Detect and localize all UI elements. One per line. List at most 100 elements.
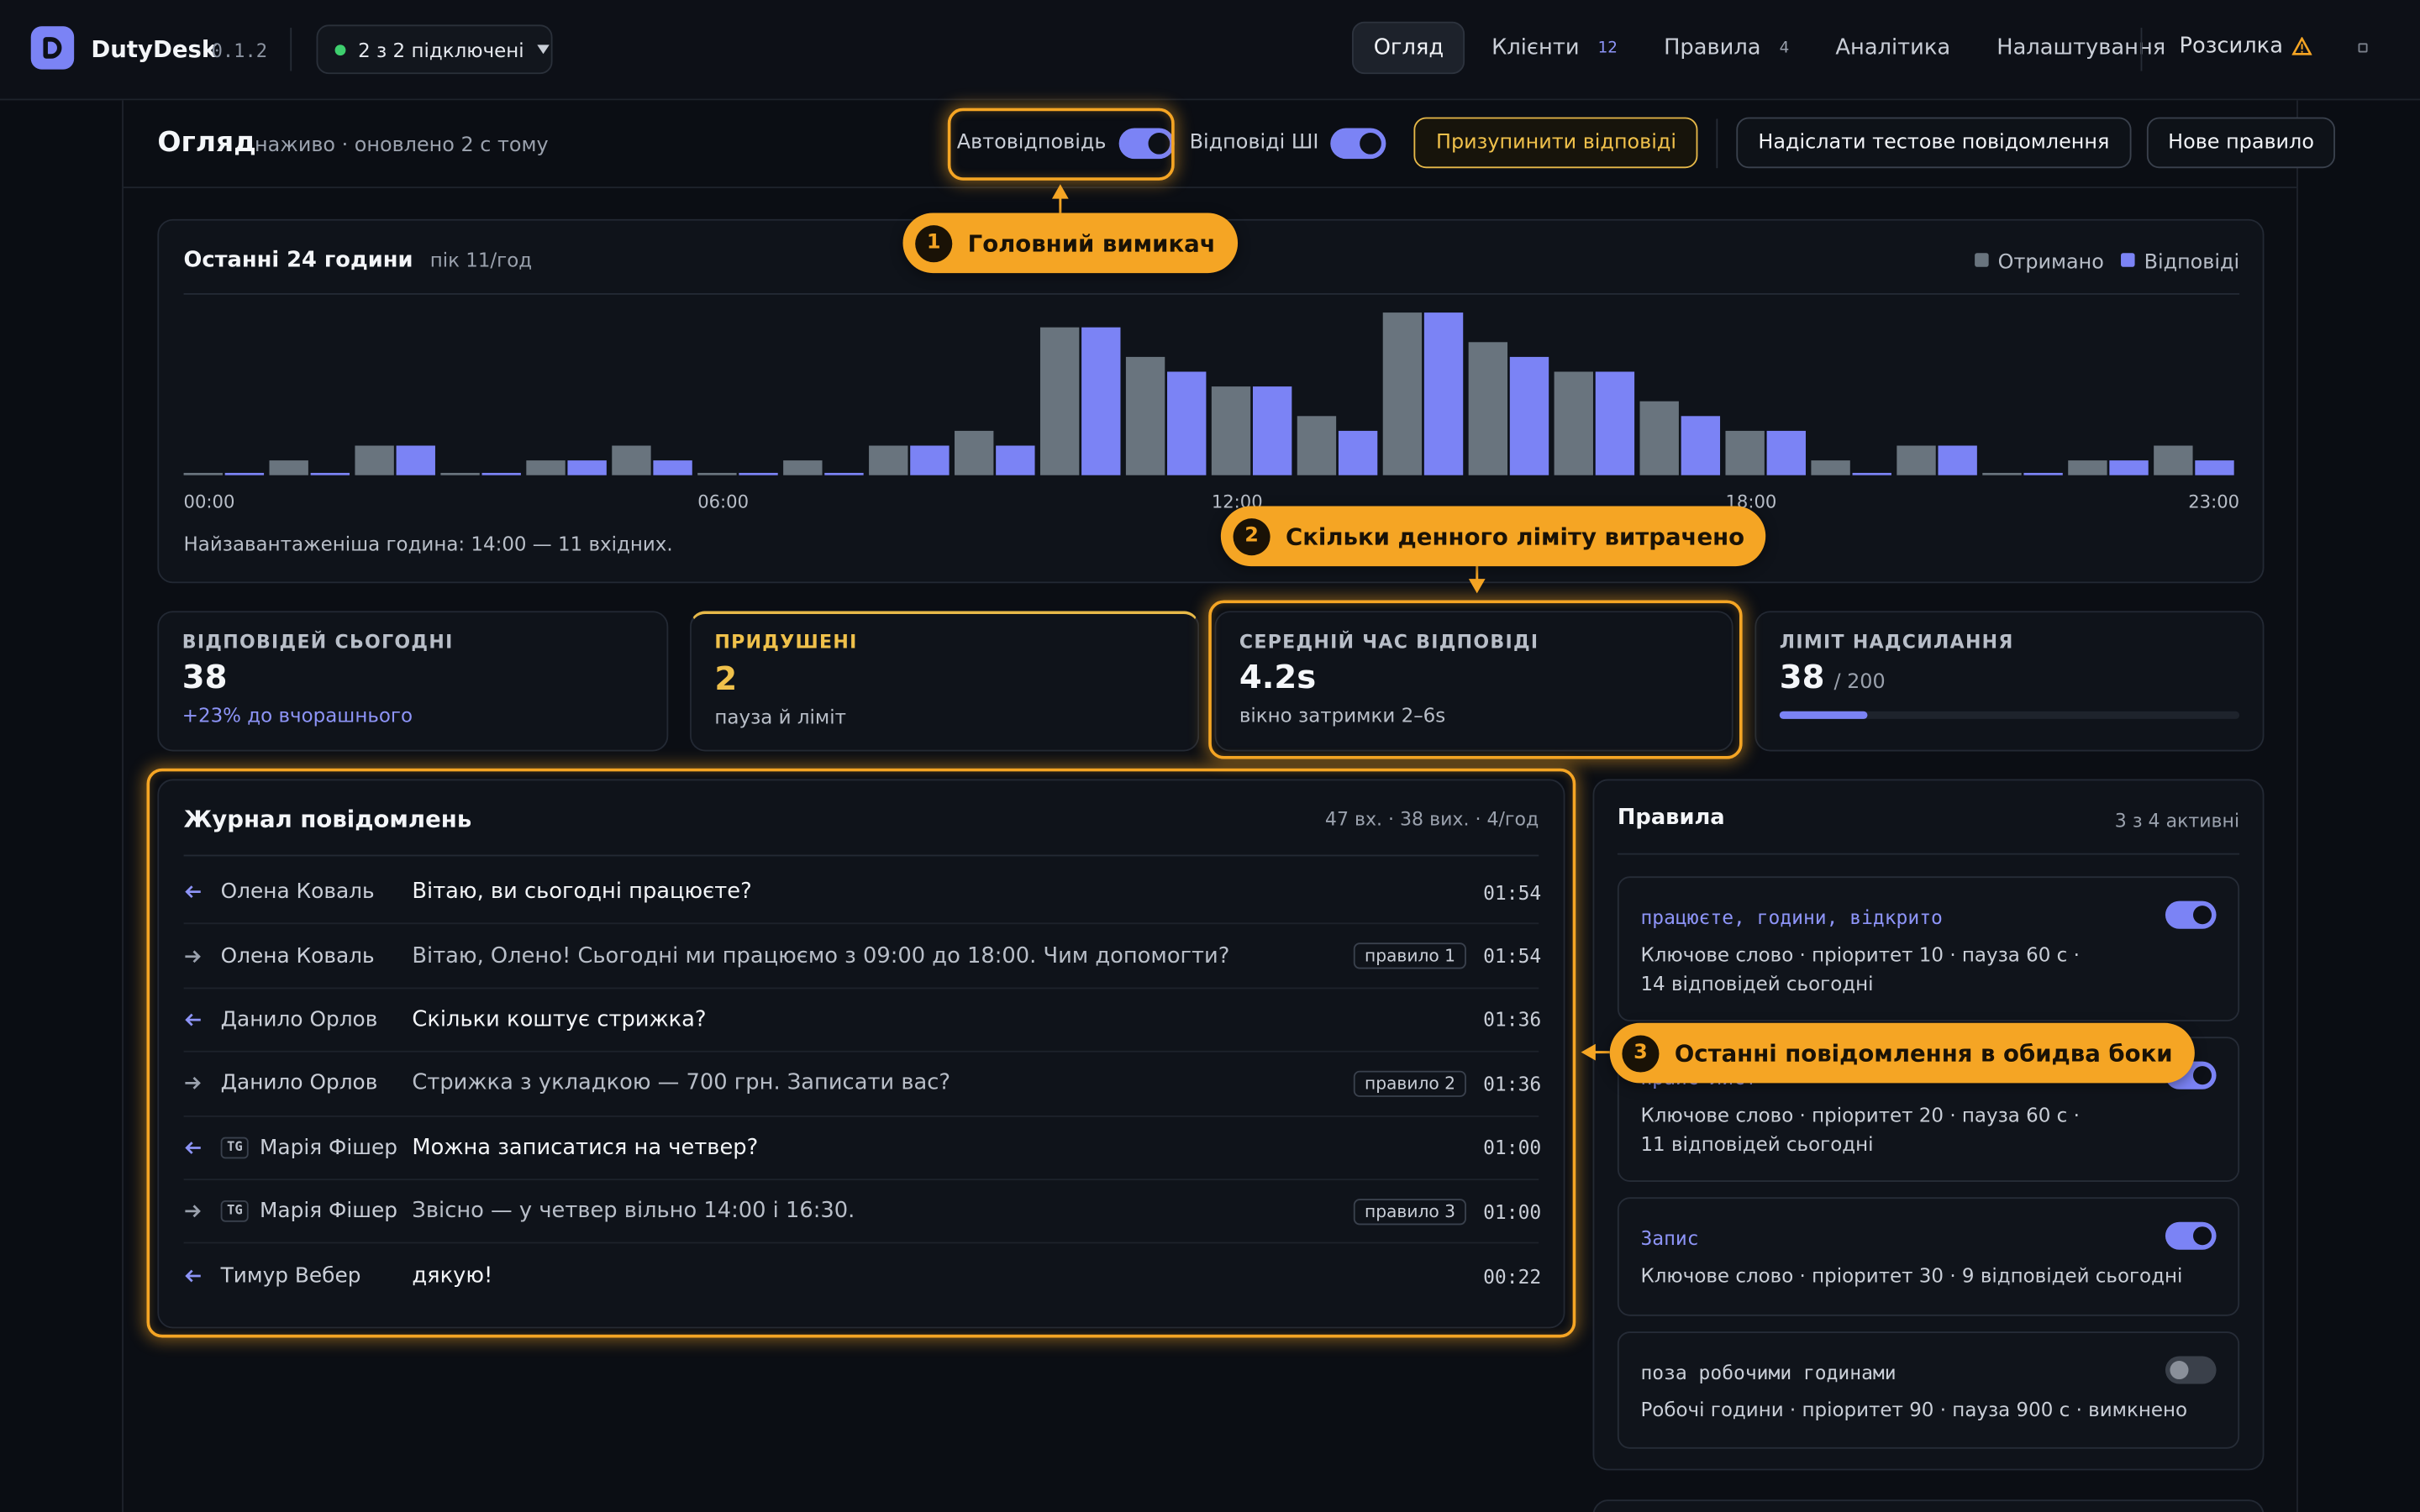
nav-tab[interactable]: Налаштування bbox=[1976, 22, 2186, 74]
bar bbox=[1766, 430, 1806, 475]
stat-value: 2 bbox=[714, 660, 738, 698]
tab-label: Огляд bbox=[1373, 35, 1444, 60]
nav-tab[interactable]: Аналітика bbox=[1816, 22, 1970, 74]
bar bbox=[1595, 371, 1635, 475]
bar bbox=[910, 445, 950, 475]
bar bbox=[481, 472, 521, 475]
connection-pill[interactable]: 2 з 2 підключені bbox=[316, 24, 553, 75]
rule-tag: правило 1 bbox=[1354, 942, 1466, 969]
bar bbox=[1554, 371, 1593, 475]
bar bbox=[1081, 327, 1121, 475]
rule-card: працюєте, години, відкрито Ключове слово … bbox=[1617, 876, 2240, 1021]
tab-badge: 4 bbox=[1779, 39, 1790, 57]
rule-toggle[interactable] bbox=[2165, 1221, 2217, 1250]
rule-description: Робочі години · пріоритет 90 · пауза 900… bbox=[1640, 1398, 2188, 1421]
message-time: 01:36 bbox=[1483, 1008, 1542, 1032]
bar bbox=[1509, 356, 1549, 475]
outgoing-arrow bbox=[185, 1205, 201, 1218]
rule-toggle[interactable] bbox=[2165, 900, 2217, 929]
toggle-switch[interactable] bbox=[1118, 127, 1175, 159]
rule-description: Ключове слово · пріоритет 10 · пауза 60 … bbox=[1640, 942, 2080, 995]
x-tick-label: 00:00 bbox=[184, 491, 235, 512]
tab-badge: 12 bbox=[1597, 39, 1618, 57]
callout: 3 Останні повідомлення в обидва боки bbox=[1609, 1022, 2195, 1084]
bar bbox=[1852, 472, 1891, 475]
header-button[interactable]: Призупинити відповіді bbox=[1414, 117, 1698, 169]
log-title: Журнал повідомлень bbox=[183, 805, 472, 833]
stat-value: 4.2s bbox=[1239, 659, 1317, 696]
legend: Відповіді Отримано bbox=[1975, 250, 2239, 274]
stat-value-wrap: 38 bbox=[182, 659, 228, 696]
nav-tab[interactable]: Клієнти 12 bbox=[1471, 22, 1638, 74]
stat-label: ПРИДУШЕНІ bbox=[714, 631, 858, 653]
rule-toggle[interactable] bbox=[2165, 1356, 2217, 1384]
log-row: Олена Коваль Вітаю, Олено! Сьогодні ми пр… bbox=[183, 925, 1541, 989]
header-button[interactable]: Нове правило bbox=[2146, 117, 2336, 169]
page-status: наживо · оновлено 2 с тому bbox=[255, 134, 549, 158]
bar bbox=[955, 430, 994, 475]
broadcast-link[interactable]: Розсилка bbox=[2179, 34, 2312, 59]
sender: Тимур Вебер bbox=[221, 1263, 413, 1288]
menu-icon[interactable] bbox=[2358, 43, 2368, 53]
toggle-label: Відповіді ШІ bbox=[1189, 131, 1319, 155]
bar bbox=[2195, 460, 2234, 475]
bar bbox=[2109, 460, 2149, 475]
bar bbox=[1338, 430, 1378, 475]
callout-number: 3 bbox=[1622, 1034, 1660, 1072]
toggle-knob bbox=[2193, 1226, 2212, 1246]
chart-title: Останні 24 години bbox=[184, 248, 413, 273]
bar bbox=[1252, 386, 1292, 475]
stat-label: СЕРЕДНІЙ ЧАС ВІДПОВІДІ bbox=[1239, 631, 1539, 653]
chart-footnote: Найзавантаженіша година: 14:00 — 11 вхід… bbox=[184, 534, 673, 556]
divider bbox=[290, 28, 292, 71]
bar bbox=[1167, 371, 1207, 475]
legend-label: Відповіді bbox=[2144, 250, 2240, 274]
bar bbox=[1938, 445, 1977, 475]
broadcast-label: Розсилка bbox=[2179, 34, 2283, 59]
message-time: 01:36 bbox=[1483, 1072, 1542, 1095]
legend-swatch bbox=[2121, 253, 2135, 267]
log-row: TG Марія Фішер Звісно — у четвер вільно 14… bbox=[183, 1180, 1542, 1245]
callout-number: 1 bbox=[915, 224, 953, 262]
incoming-arrow bbox=[185, 1013, 201, 1026]
toggle-label: Автовідповідь bbox=[956, 131, 1107, 155]
outgoing-arrow bbox=[185, 949, 201, 963]
connection-label: 2 з 2 підключені bbox=[358, 38, 524, 61]
callout-text: Скільки денного ліміту витрачено bbox=[1286, 522, 1745, 550]
bar bbox=[783, 460, 823, 475]
divider bbox=[1716, 118, 1718, 168]
bar bbox=[1681, 416, 1721, 475]
legend-swatch bbox=[1975, 253, 1989, 267]
nav-tab[interactable]: Правила 4 bbox=[1644, 22, 1809, 74]
bar bbox=[1639, 401, 1679, 475]
message-time: 01:00 bbox=[1483, 1200, 1542, 1223]
log-row: Олена Коваль Вітаю, ви сьогодні працюєте?… bbox=[183, 861, 1541, 925]
channel-badge: TG bbox=[220, 1137, 250, 1158]
toggle-knob bbox=[2170, 1361, 2189, 1380]
logo-mark bbox=[43, 37, 62, 59]
bar bbox=[996, 445, 1035, 475]
channel-badge: TG bbox=[220, 1200, 250, 1222]
sender-name: Олена Коваль bbox=[220, 879, 375, 905]
sender: Данило Орлов bbox=[221, 1071, 413, 1095]
bar bbox=[612, 445, 651, 475]
sender-name: Марія Фішер bbox=[260, 1135, 397, 1160]
header-toggle: Автовідповідь bbox=[956, 127, 1175, 159]
nav-tab[interactable]: Огляд bbox=[1351, 21, 1465, 75]
chart-subtitle: пік 11/год bbox=[430, 250, 532, 272]
bar bbox=[2023, 472, 2063, 475]
incoming-arrow bbox=[185, 885, 201, 899]
stat-value-wrap: 2 bbox=[714, 660, 737, 697]
status-dot bbox=[334, 44, 346, 55]
message-text: Вітаю, Олено! Сьогодні ми працюємо з 09:… bbox=[412, 943, 1230, 969]
log-row: Данило Орлов Скільки коштує стрижка? 01:36 bbox=[183, 989, 1542, 1053]
sender-name: Олена Коваль bbox=[220, 943, 375, 969]
bar bbox=[1125, 356, 1165, 475]
header-button[interactable]: Надіслати тестове повідомлення bbox=[1736, 117, 2132, 169]
stat-value-wrap: 38 / 200 bbox=[1780, 659, 1886, 696]
sender-name: Данило Орлов bbox=[220, 1071, 378, 1096]
bar bbox=[526, 460, 566, 475]
toggle-switch[interactable] bbox=[1331, 127, 1387, 159]
stat-note: пауза й ліміт bbox=[714, 705, 847, 728]
